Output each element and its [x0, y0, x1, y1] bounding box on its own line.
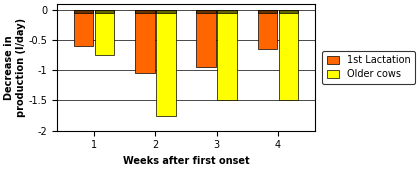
Bar [156, 10, 176, 13]
Bar [74, 10, 93, 13]
Bar [278, 10, 298, 100]
Bar [197, 10, 216, 67]
Bar [135, 10, 155, 13]
Bar [217, 10, 237, 13]
Bar [258, 10, 277, 13]
Bar [135, 10, 155, 73]
Bar [94, 10, 114, 55]
Bar [94, 10, 114, 13]
Bar [156, 10, 176, 115]
Bar [74, 10, 93, 46]
Bar [217, 10, 237, 100]
Y-axis label: Decrease in
production (l/day): Decrease in production (l/day) [4, 18, 26, 117]
Legend: 1st Lactation, Older cows: 1st Lactation, Older cows [322, 50, 415, 84]
Bar [278, 10, 298, 13]
X-axis label: Weeks after first onset: Weeks after first onset [123, 156, 249, 166]
Bar [258, 10, 277, 49]
Bar [197, 10, 216, 13]
